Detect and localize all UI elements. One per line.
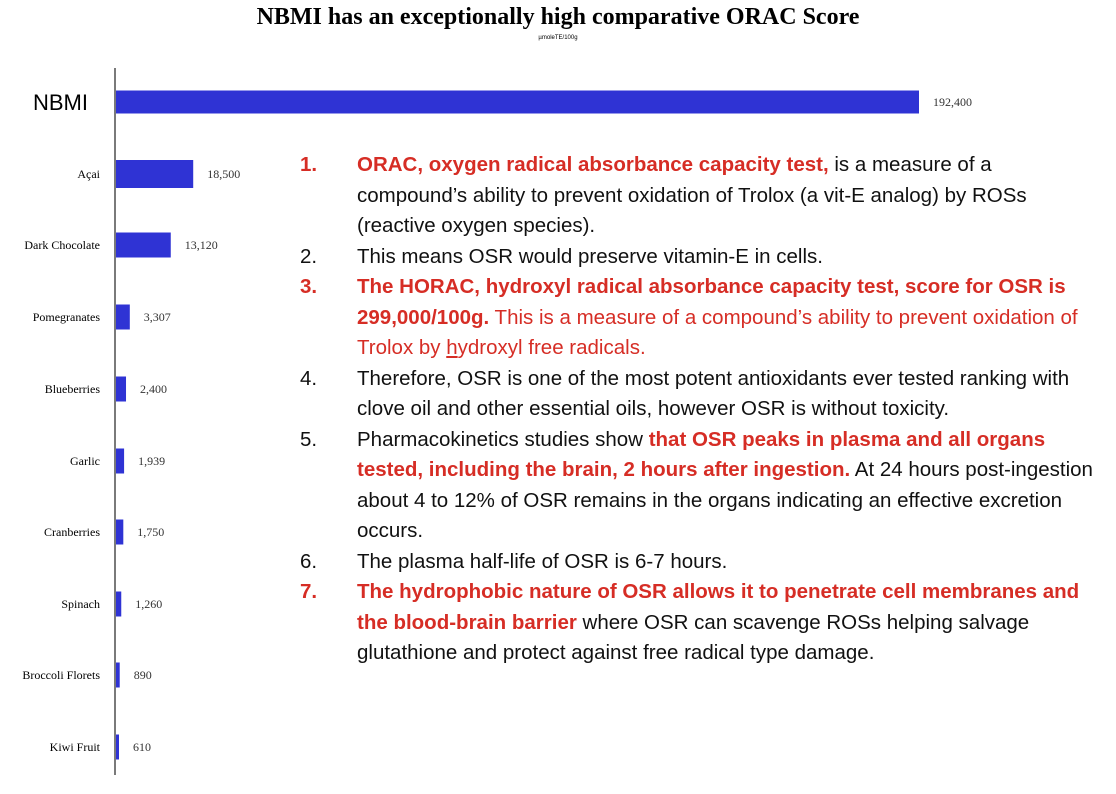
value-label: 890	[134, 668, 152, 682]
note-item-2: 2. This means OSR would preserve vitamin-…	[300, 242, 1100, 273]
bar-broccoli-florets	[116, 662, 120, 688]
note-text: The hydrophobic nature of OSR allows it …	[357, 580, 1080, 634]
category-label: Pomegranates	[33, 310, 101, 324]
note-text: The HORAC, hydroxyl radical absorbance c…	[357, 275, 1066, 329]
note-text: h	[446, 336, 458, 359]
chart-subtitle: µmoleTE/100g	[538, 35, 578, 41]
note-text: Therefore, OSR is one of the most potent…	[357, 366, 1070, 421]
note-number: 3.	[300, 275, 318, 298]
value-label: 1,750	[137, 525, 164, 539]
category-label: Broccoli Florets	[22, 668, 100, 682]
bar-pomegranates	[116, 304, 130, 330]
bar-spinach	[116, 591, 122, 617]
note-item-4: 4. Therefore, OSR is one of the most pote…	[300, 364, 1100, 425]
note-text: ydroxyl free radicals.	[457, 336, 646, 359]
note-text: where OSR can scavenge ROSs helping salv…	[357, 610, 1030, 665]
category-label: Spinach	[61, 597, 100, 611]
note-text: This is a measure of a compound’s abilit…	[357, 305, 1078, 360]
note-text: The plasma half-life of OSR is 6-7 hours…	[357, 549, 728, 573]
bar-nbmi	[116, 90, 919, 114]
bar-a-ai	[116, 160, 194, 188]
note-number: 6.	[300, 549, 318, 573]
note-text: This means OSR would preserve vitamin-E …	[357, 244, 823, 268]
note-number: 2.	[300, 244, 318, 268]
bar-cranberries	[116, 519, 124, 545]
note-text: ORAC, oxygen radical absorbance capacity…	[357, 153, 829, 176]
bar-dark-chocolate	[116, 232, 171, 258]
note-item-1: 1. ORAC, oxygen radical absorbance capaci…	[300, 150, 1100, 242]
value-label: 610	[133, 740, 151, 754]
notes-list: 1. ORAC, oxygen radical absorbance capaci…	[300, 150, 1100, 669]
note-item-7: 7. The hydrophobic nature of OSR allows i…	[300, 577, 1100, 669]
note-text: is a measure of a compound’s ability to …	[357, 153, 1027, 237]
bar-kiwi-fruit	[116, 734, 119, 760]
bar-blueberries	[116, 376, 127, 402]
category-label: Dark Chocolate	[24, 238, 100, 252]
value-label: 192,400	[933, 95, 972, 109]
value-label: 1,260	[135, 597, 162, 611]
note-text: At 24 hours post-ingestion about 4 to 12…	[357, 458, 1093, 542]
value-label: 3,307	[144, 310, 171, 324]
note-number: 4.	[300, 366, 318, 390]
value-label: 1,939	[138, 454, 165, 468]
category-label: Açai	[77, 167, 100, 181]
note-number: 7.	[300, 580, 318, 603]
category-label: Cranberries	[44, 525, 100, 539]
note-item-6: 6. The plasma half-life of OSR is 6-7 hou…	[300, 547, 1100, 578]
note-item-5: 5. Pharmacokinetics studies show that OSR…	[300, 425, 1100, 547]
category-label: Garlic	[70, 454, 100, 468]
value-label: 13,120	[185, 238, 218, 252]
note-number: 1.	[300, 153, 318, 176]
bar-garlic	[116, 448, 125, 474]
category-label: Kiwi Fruit	[50, 740, 101, 754]
note-text: Pharmacokinetics studies show	[357, 427, 649, 451]
category-label: Blueberries	[45, 382, 101, 396]
value-label: 18,500	[207, 167, 240, 181]
category-label: NBMI	[33, 90, 88, 115]
note-number: 5.	[300, 427, 318, 451]
chart-title: NBMI has an exceptionally high comparati…	[256, 4, 860, 30]
note-item-3: 3. The HORAC, hydroxyl radical absorbance…	[300, 272, 1100, 364]
value-label: 2,400	[140, 382, 167, 396]
note-text: that OSR peaks in plasma and all organs …	[357, 427, 1046, 482]
